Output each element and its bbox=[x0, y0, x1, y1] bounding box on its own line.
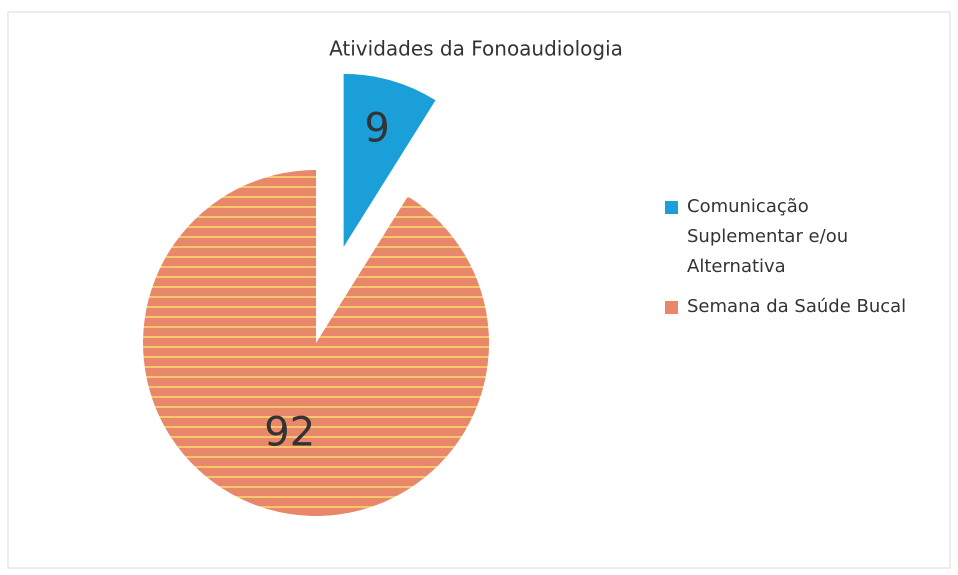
pie-slice bbox=[142, 170, 489, 516]
chart-title: Atividades da Fonoaudiologia bbox=[329, 37, 623, 61]
frame bbox=[7, 11, 951, 569]
legend-item: Comunicação Suplementar e/ou Alternativa bbox=[665, 192, 950, 282]
legend-label: Comunicação Suplementar e/ou Alternativa bbox=[687, 196, 849, 277]
data-label: 92 bbox=[264, 409, 315, 455]
legend-swatch bbox=[665, 201, 678, 214]
legend-item: Semana da Saúde Bucal bbox=[665, 292, 950, 322]
pie-slice bbox=[343, 73, 436, 247]
legend-swatch bbox=[665, 301, 678, 314]
data-label: 9 bbox=[364, 106, 389, 152]
legend-label: Semana da Saúde Bucal bbox=[687, 296, 907, 317]
legend: Comunicação Suplementar e/ou Alternativa… bbox=[665, 192, 950, 332]
